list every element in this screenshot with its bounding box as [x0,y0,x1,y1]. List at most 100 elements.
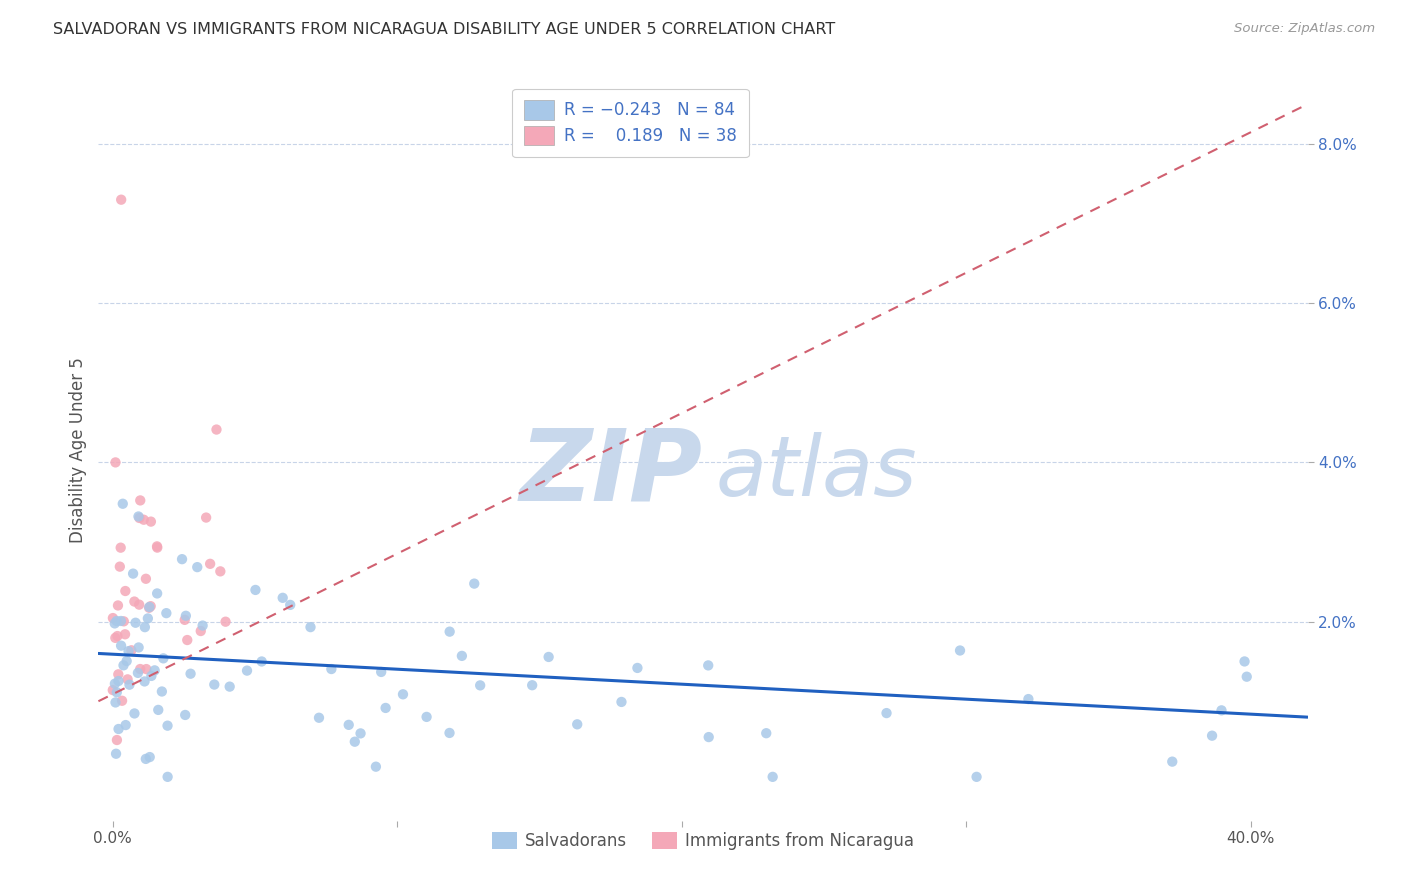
Point [1233,655,1256,669]
Point [107,667,129,681]
Point [439,726,461,740]
Point [626,661,648,675]
Point [107,674,129,689]
Point [278,598,301,612]
Text: ZIP: ZIP [520,425,703,521]
Point [139,599,162,614]
Point [115,654,138,668]
Point [135,572,157,586]
Point [236,664,259,678]
Point [202,677,225,691]
Point [170,552,193,566]
Point [136,611,159,625]
Point [104,455,127,469]
Point [114,718,136,732]
Point [132,513,155,527]
Point [697,658,720,673]
Point [135,752,157,766]
Point [128,598,150,612]
Text: SALVADORAN VS IMMIGRANTS FROM NICARAGUA DISABILITY AGE UNDER 5 CORRELATION CHART: SALVADORAN VS IMMIGRANTS FROM NICARAGUA … [53,22,835,37]
Point [1236,670,1258,684]
Point [1017,692,1039,706]
Point [180,666,202,681]
Point [214,615,236,629]
Point [150,684,173,698]
Point [127,509,149,524]
Point [107,629,129,643]
Point [105,733,128,747]
Point [107,599,129,613]
Point [101,611,124,625]
Point [146,586,169,600]
Point [190,624,212,638]
Point [134,674,156,689]
Point [966,770,988,784]
Point [205,423,228,437]
Point [105,747,128,761]
Point [141,669,163,683]
Point [152,651,174,665]
Point [762,770,785,784]
Point [110,614,132,628]
Point [439,624,461,639]
Point [470,678,492,692]
Point [134,620,156,634]
Point [104,631,127,645]
Point [117,644,139,658]
Point [138,600,160,615]
Point [135,662,157,676]
Point [112,658,135,673]
Text: atlas: atlas [716,432,917,513]
Point [124,706,146,721]
Point [129,662,152,676]
Point [209,565,232,579]
Y-axis label: Disability Age Under 5: Disability Age Under 5 [69,358,87,543]
Point [271,591,294,605]
Point [191,618,214,632]
Point [118,678,141,692]
Point [186,560,208,574]
Point [101,683,124,698]
Point [349,726,371,740]
Point [107,722,129,736]
Point [148,703,170,717]
Point [218,680,240,694]
Point [610,695,633,709]
Point [139,515,162,529]
Point [104,696,127,710]
Point [195,510,218,524]
Point [321,662,343,676]
Point [138,600,160,615]
Point [392,687,415,701]
Point [245,582,267,597]
Point [308,711,330,725]
Point [110,541,132,555]
Legend: Salvadorans, Immigrants from Nicaragua: Salvadorans, Immigrants from Nicaragua [485,825,921,856]
Point [156,719,179,733]
Point [105,685,128,699]
Point [299,620,322,634]
Point [337,718,360,732]
Point [1201,729,1223,743]
Point [120,643,142,657]
Point [364,760,387,774]
Point [537,649,560,664]
Point [128,640,150,655]
Point [105,614,128,628]
Point [124,594,146,608]
Point [143,664,166,678]
Point [1161,755,1184,769]
Point [128,511,150,525]
Text: Source: ZipAtlas.com: Source: ZipAtlas.com [1234,22,1375,36]
Point [755,726,778,740]
Point [876,706,898,720]
Point [104,616,127,631]
Point [110,193,132,207]
Point [146,541,169,555]
Point [114,584,136,599]
Point [146,540,169,554]
Point [174,608,197,623]
Point [374,701,396,715]
Point [117,673,139,687]
Point [124,615,146,630]
